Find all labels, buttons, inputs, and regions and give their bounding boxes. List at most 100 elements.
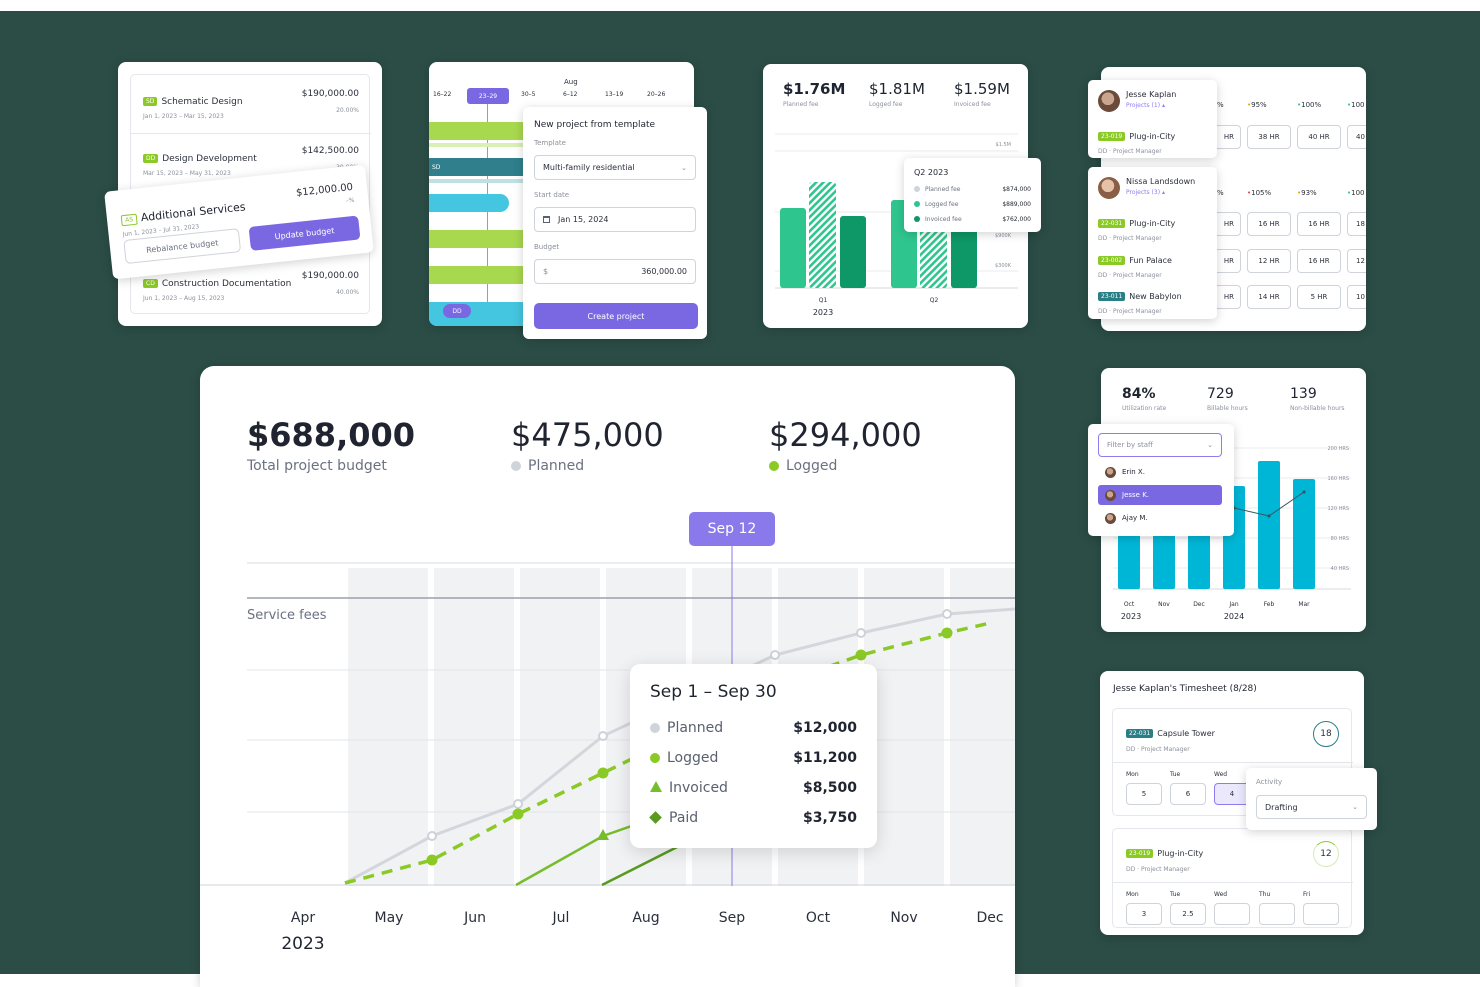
phase-row[interactable]: CD Construction Documentation $190,000.00… [143, 271, 359, 302]
hours-cell[interactable]: 40 H [1347, 125, 1366, 149]
update-budget-button[interactable]: Update budget [248, 215, 361, 251]
gantt-bar[interactable]: SD [429, 158, 539, 176]
budget-input[interactable]: $ 360,000.00 [534, 259, 696, 284]
planned-point[interactable] [856, 628, 866, 638]
day-hours-input[interactable] [1259, 903, 1295, 925]
hours-bar-oct[interactable] [1118, 533, 1140, 589]
entry-total-ring: 18 [1313, 721, 1339, 747]
hours-cell[interactable]: 12 HR [1247, 249, 1291, 273]
bar-q1-planned[interactable] [780, 208, 806, 288]
planned-point[interactable] [513, 799, 523, 809]
hours-cell[interactable]: 16 HR [1247, 212, 1291, 236]
day-hours-input[interactable]: 6 [1170, 783, 1206, 805]
hours-cell[interactable]: 16 HR [1297, 249, 1341, 273]
staff-member-jesse[interactable]: Jesse Kaplan Projects (1) ▴ 23-019 Plug-i… [1088, 80, 1217, 158]
template-select[interactable]: Multi-family residential ⌄ [534, 155, 696, 180]
week-label-selected[interactable]: 23–29 [467, 88, 509, 104]
activity-select[interactable]: Drafting ⌄ [1256, 795, 1367, 819]
day-hours-input-active[interactable]: 4 [1214, 783, 1250, 805]
logged-swatch [769, 461, 779, 471]
logged-point[interactable] [512, 808, 524, 820]
phase-amount: $12,000.00 [295, 181, 354, 199]
gantt-bar[interactable] [429, 266, 539, 284]
planned-point[interactable] [770, 650, 780, 660]
staff-member-nissa[interactable]: Nissa Landsdown Projects (3) ▴ 22-031 Plu… [1088, 167, 1217, 319]
capacity-point[interactable] [1267, 514, 1271, 518]
gantt-bar[interactable] [429, 230, 539, 248]
week-header: 16–22 23–29 30–5 6–12 13–19 20–26 [429, 88, 694, 104]
tooltip-row-label: Logged [667, 750, 719, 766]
stat-label: Invoiced fee [954, 101, 991, 108]
start-date-input[interactable]: Jan 15, 2024 [534, 207, 696, 232]
hours-bar-feb[interactable] [1258, 461, 1280, 589]
gantt-pill[interactable]: DD [443, 304, 471, 318]
capacity-point[interactable] [1302, 490, 1306, 494]
bar-q1-logged[interactable] [809, 182, 836, 288]
assignment[interactable]: 22-031 Plug-in-City DD · Project Manager [1098, 211, 1175, 242]
day-hours-input[interactable] [1214, 903, 1250, 925]
assignment[interactable]: 23-002 Fun Palace DD · Project Manager [1098, 248, 1172, 279]
week-label[interactable]: 13–19 [605, 91, 624, 98]
hours-cell[interactable]: 5 HR [1297, 285, 1341, 309]
day-hours-input[interactable]: 5 [1126, 783, 1162, 805]
phase-row[interactable]: SD Schematic Design $190,000.00 Jan 1, 20… [143, 89, 359, 120]
staff-filter-input[interactable]: Filter by staff ⌄ [1098, 433, 1222, 457]
hours-cell[interactable]: 18 [1347, 212, 1366, 236]
assignment[interactable]: 23-019 Plug-in-City DD · Project Manager [1098, 124, 1175, 155]
projects-toggle[interactable]: Projects (3) ▴ [1126, 189, 1165, 196]
phase-dates: Mar 15, 2023 – May 31, 2023 [143, 170, 231, 177]
project-code-badge: 23-002 [1098, 256, 1126, 265]
gantt-bar[interactable] [429, 194, 509, 212]
logged-point[interactable] [941, 627, 953, 639]
invoiced-point[interactable] [597, 829, 609, 840]
hours-bar-nov[interactable] [1153, 533, 1175, 589]
hours-bar-dec[interactable] [1188, 533, 1210, 589]
day-hours-input[interactable]: 2.5 [1170, 903, 1206, 925]
week-label[interactable]: 16–22 [433, 91, 452, 98]
fee-tooltip: Q2 2023 Planned fee $874,000 Logged fee … [904, 158, 1041, 232]
hours-cell[interactable]: 40 HR [1297, 125, 1341, 149]
hours-cell[interactable]: 14 HR [1247, 285, 1291, 309]
day-hours-input[interactable]: 3 [1126, 903, 1162, 925]
day-hours-input[interactable] [1303, 903, 1339, 925]
stat-label: Planned [528, 458, 585, 474]
planned-point[interactable] [427, 831, 437, 841]
gantt-bar[interactable] [429, 122, 539, 140]
projects-toggle[interactable]: Projects (1) ▴ [1126, 102, 1165, 109]
hours-cell[interactable]: 38 HR [1247, 125, 1291, 149]
phase-code-badge: CD [143, 279, 158, 288]
month-label: Jun [463, 910, 486, 926]
y-axis-label: $300K [995, 263, 1012, 269]
hours-cell[interactable]: 10 [1347, 285, 1366, 309]
stat-value: $1.76M [783, 80, 846, 98]
assignment-role: DD · Project Manager [1126, 746, 1190, 753]
day-label: Fri [1303, 891, 1311, 898]
avatar [1105, 489, 1116, 501]
assignment[interactable]: 23-011 New Babylon DD · Project Manager [1098, 284, 1182, 315]
bar-q1-invoiced[interactable] [840, 216, 866, 288]
stat-logged-fee: $1.81M Logged fee [869, 80, 925, 108]
logged-point[interactable] [426, 854, 438, 866]
week-label[interactable]: 6–12 [563, 91, 578, 98]
date-marker-label[interactable]: Sep 12 [689, 512, 775, 546]
stat-label: Planned fee [783, 101, 819, 108]
staff-option[interactable]: Ajay M. [1098, 508, 1222, 528]
paid-diamond-icon [649, 811, 662, 824]
chevron-down-icon: ⌄ [1207, 441, 1213, 449]
hours-bar-mar[interactable] [1293, 479, 1315, 589]
hours-cell[interactable]: 16 HR [1297, 212, 1341, 236]
month-label: Aug [632, 910, 659, 926]
week-label[interactable]: 30–5 [521, 91, 536, 98]
logged-point[interactable] [855, 649, 867, 661]
hours-cell[interactable]: 12 [1347, 249, 1366, 273]
logged-point[interactable] [597, 767, 609, 779]
staff-option-selected[interactable]: Jesse K. [1098, 485, 1222, 505]
planned-point[interactable] [942, 609, 952, 619]
create-project-button[interactable]: Create project [534, 303, 698, 329]
staff-option-label: Ajay M. [1122, 514, 1148, 522]
week-label[interactable]: 20–26 [647, 91, 666, 98]
day-label: Wed [1214, 891, 1228, 898]
staff-option[interactable]: Erin X. [1098, 462, 1222, 482]
planned-point[interactable] [598, 731, 608, 741]
phase-percent: 40.00% [336, 289, 359, 296]
